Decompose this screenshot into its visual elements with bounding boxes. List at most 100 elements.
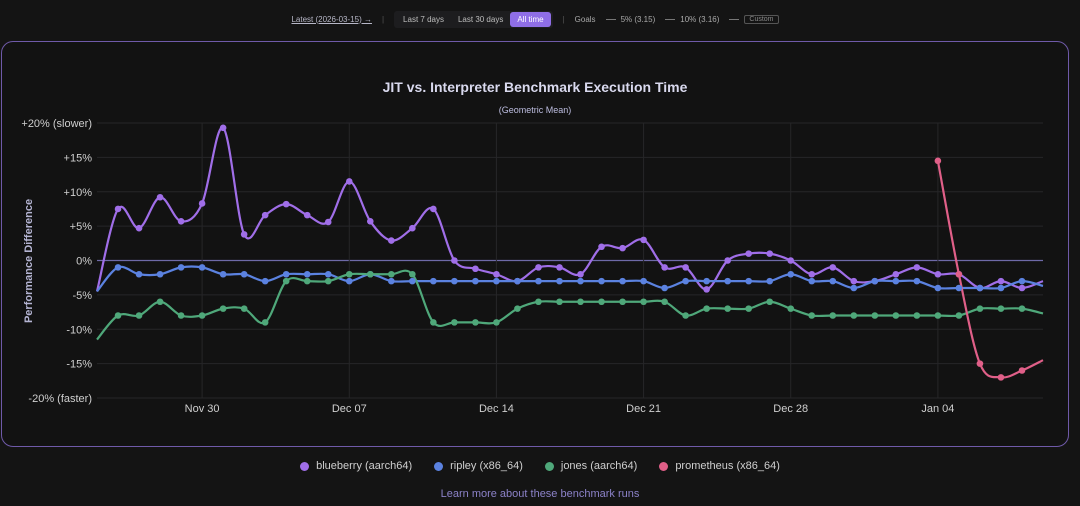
data-point-jones[interactable] <box>997 305 1005 312</box>
data-point-ripley[interactable] <box>345 277 353 285</box>
goal-custom-toggle[interactable]: Custom <box>729 14 779 24</box>
data-point-jones[interactable] <box>661 298 668 306</box>
data-point-blueberry[interactable] <box>240 231 248 238</box>
data-point-ripley[interactable] <box>661 284 668 292</box>
data-point-ripley[interactable] <box>934 284 942 292</box>
data-point-ripley[interactable] <box>577 277 584 285</box>
data-point-blueberry[interactable] <box>682 264 689 271</box>
data-point-jones[interactable] <box>282 277 290 285</box>
legend-item-jones[interactable]: jones (aarch64) <box>544 460 637 472</box>
data-point-blueberry[interactable] <box>619 244 626 252</box>
data-point-jones[interactable] <box>135 312 143 319</box>
data-point-ripley[interactable] <box>892 277 900 285</box>
data-point-jones[interactable] <box>409 270 416 278</box>
data-point-jones[interactable] <box>724 305 731 312</box>
data-point-jones[interactable] <box>850 312 858 319</box>
data-point-ripley[interactable] <box>472 277 479 285</box>
data-point-jones[interactable] <box>388 270 395 278</box>
data-point-jones[interactable] <box>577 298 584 306</box>
data-point-blueberry[interactable] <box>787 257 795 264</box>
data-point-blueberry[interactable] <box>892 270 900 278</box>
data-point-jones[interactable] <box>703 305 710 312</box>
range-last-7-days-button[interactable]: Last 7 days <box>403 14 444 24</box>
data-point-jones[interactable] <box>451 319 458 326</box>
data-point-ripley[interactable] <box>997 284 1005 292</box>
data-point-ripley[interactable] <box>240 270 248 278</box>
range-all-time-button[interactable]: All time <box>510 11 551 27</box>
data-point-ripley[interactable] <box>703 277 710 285</box>
data-point-blueberry[interactable] <box>451 257 458 264</box>
data-point-ripley[interactable] <box>451 277 458 285</box>
custom-goal-button[interactable]: Custom <box>744 14 779 24</box>
data-point-prometheus[interactable] <box>997 374 1005 381</box>
data-point-jones[interactable] <box>598 298 605 306</box>
series-line-jones[interactable] <box>96 269 1044 341</box>
data-point-blueberry[interactable] <box>388 237 395 244</box>
data-point-ripley[interactable] <box>198 264 206 271</box>
data-point-blueberry[interactable] <box>430 205 437 213</box>
data-point-ripley[interactable] <box>682 277 689 285</box>
data-point-blueberry[interactable] <box>324 218 332 226</box>
legend-item-ripley[interactable]: ripley (x86_64) <box>434 460 523 472</box>
data-point-ripley[interactable] <box>282 270 290 278</box>
data-point-ripley[interactable] <box>177 264 185 271</box>
data-point-blueberry[interactable] <box>198 200 206 207</box>
data-point-jones[interactable] <box>829 312 837 319</box>
data-point-blueberry[interactable] <box>493 270 500 278</box>
goal-10-toggle[interactable]: 10% (3.16) <box>665 15 719 24</box>
data-point-jones[interactable] <box>261 319 269 326</box>
data-point-prometheus[interactable] <box>934 157 942 165</box>
data-point-blueberry[interactable] <box>261 211 269 219</box>
data-point-prometheus[interactable] <box>976 360 984 367</box>
data-point-blueberry[interactable] <box>577 270 584 278</box>
data-point-ripley[interactable] <box>156 270 164 278</box>
data-point-ripley[interactable] <box>913 277 921 285</box>
data-point-jones[interactable] <box>745 305 752 312</box>
data-point-jones[interactable] <box>472 319 479 326</box>
data-point-blueberry[interactable] <box>556 264 563 271</box>
data-point-ripley[interactable] <box>724 277 731 285</box>
series-line-ripley[interactable] <box>96 265 1044 293</box>
data-point-jones[interactable] <box>177 312 185 319</box>
data-point-jones[interactable] <box>682 312 689 319</box>
data-point-ripley[interactable] <box>808 277 816 285</box>
data-point-jones[interactable] <box>430 319 437 326</box>
data-point-ripley[interactable] <box>1018 277 1026 285</box>
range-last-30-days-button[interactable]: Last 30 days <box>457 14 504 24</box>
data-point-jones[interactable] <box>345 270 353 278</box>
data-point-jones[interactable] <box>913 312 921 319</box>
data-point-blueberry[interactable] <box>219 124 227 132</box>
data-point-blueberry[interactable] <box>135 224 143 232</box>
data-point-prometheus[interactable] <box>1018 367 1026 374</box>
data-point-blueberry[interactable] <box>997 277 1005 285</box>
data-point-blueberry[interactable] <box>703 286 710 293</box>
data-point-blueberry[interactable] <box>766 250 774 257</box>
data-point-ripley[interactable] <box>598 277 605 285</box>
data-point-ripley[interactable] <box>787 270 795 278</box>
data-point-ripley[interactable] <box>409 277 416 285</box>
data-point-ripley[interactable] <box>535 277 542 285</box>
data-point-blueberry[interactable] <box>409 224 416 232</box>
data-point-ripley[interactable] <box>640 277 647 285</box>
data-point-jones[interactable] <box>114 312 122 319</box>
data-point-blueberry[interactable] <box>724 257 731 264</box>
data-point-ripley[interactable] <box>514 277 521 285</box>
data-point-jones[interactable] <box>219 305 227 312</box>
data-point-blueberry[interactable] <box>345 178 353 185</box>
legend-item-prometheus[interactable]: prometheus (x86_64) <box>659 460 780 472</box>
data-point-jones[interactable] <box>324 277 332 285</box>
data-point-blueberry[interactable] <box>366 218 374 225</box>
data-point-jones[interactable] <box>535 298 542 306</box>
line-chart[interactable]: -20% (faster) -15% -10% -5% 0% +5% +10% +15% +20… <box>2 42 1068 446</box>
data-point-ripley[interactable] <box>850 284 858 292</box>
data-point-ripley[interactable] <box>766 277 774 285</box>
goal-5-toggle[interactable]: 5% (3.15) <box>605 15 655 24</box>
data-point-blueberry[interactable] <box>745 250 752 257</box>
data-point-prometheus[interactable] <box>955 270 963 278</box>
data-point-blueberry[interactable] <box>640 236 647 244</box>
data-point-ripley[interactable] <box>135 270 143 278</box>
data-point-ripley[interactable] <box>324 270 332 278</box>
data-point-blueberry[interactable] <box>535 264 542 271</box>
data-point-ripley[interactable] <box>430 277 437 285</box>
data-point-jones[interactable] <box>871 312 879 319</box>
